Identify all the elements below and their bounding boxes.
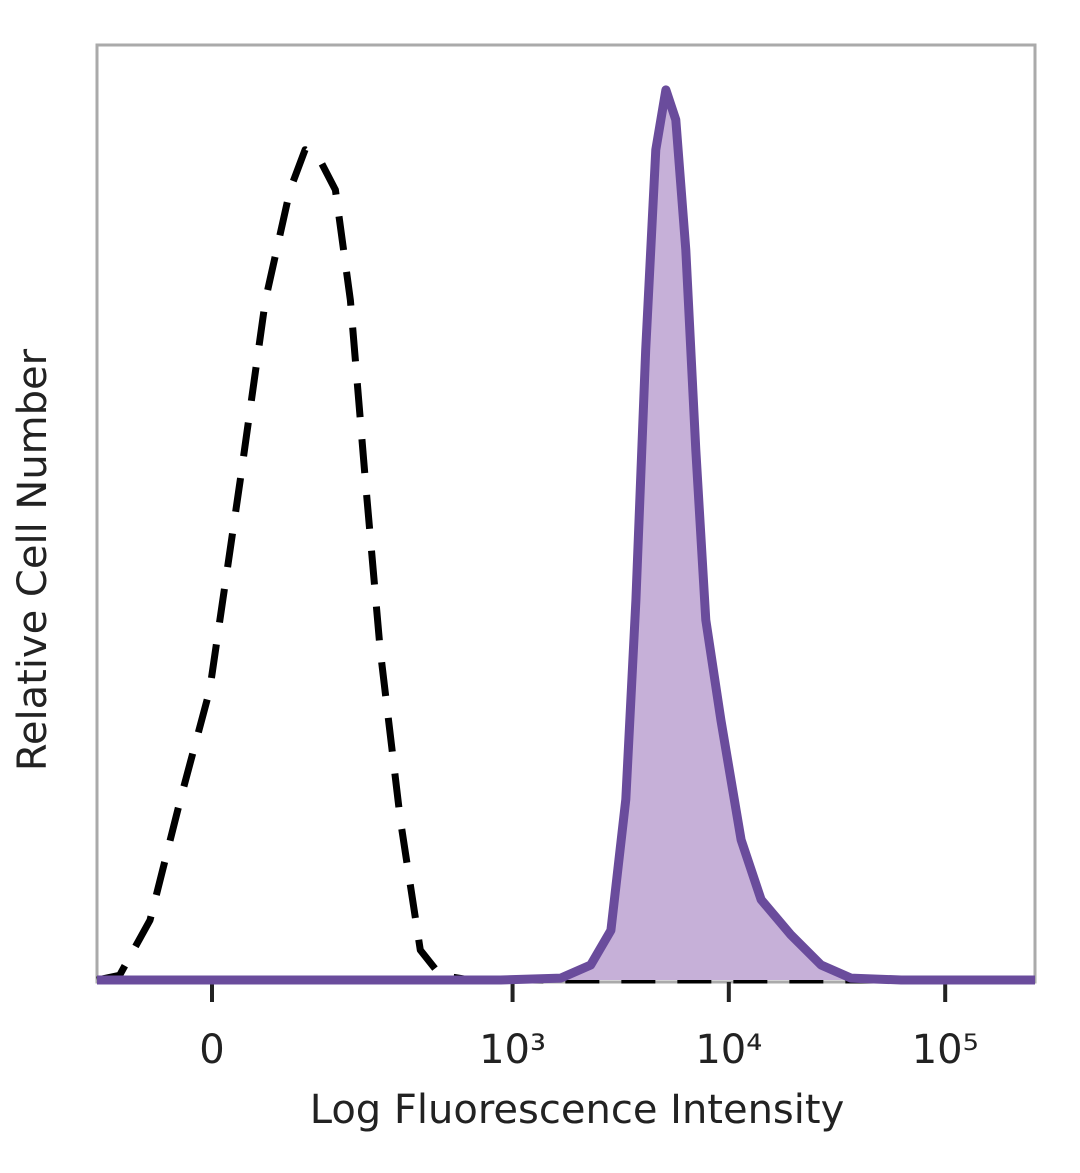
area — [97, 89, 1035, 980]
x-tick-label: 10³ — [479, 1027, 546, 1073]
x-tick-label: 10⁵ — [912, 1027, 979, 1073]
x-axis-label: Log Fluorescence Intensity — [310, 1087, 845, 1133]
x-tick-label: 10⁴ — [695, 1027, 762, 1073]
y-axis-label: Relative Cell Number — [10, 348, 56, 771]
plot-frame — [95, 43, 1037, 984]
histogram-line — [97, 85, 1035, 985]
x-tick-label: 0 — [199, 1027, 224, 1073]
histogram-line — [96, 146, 1035, 984]
